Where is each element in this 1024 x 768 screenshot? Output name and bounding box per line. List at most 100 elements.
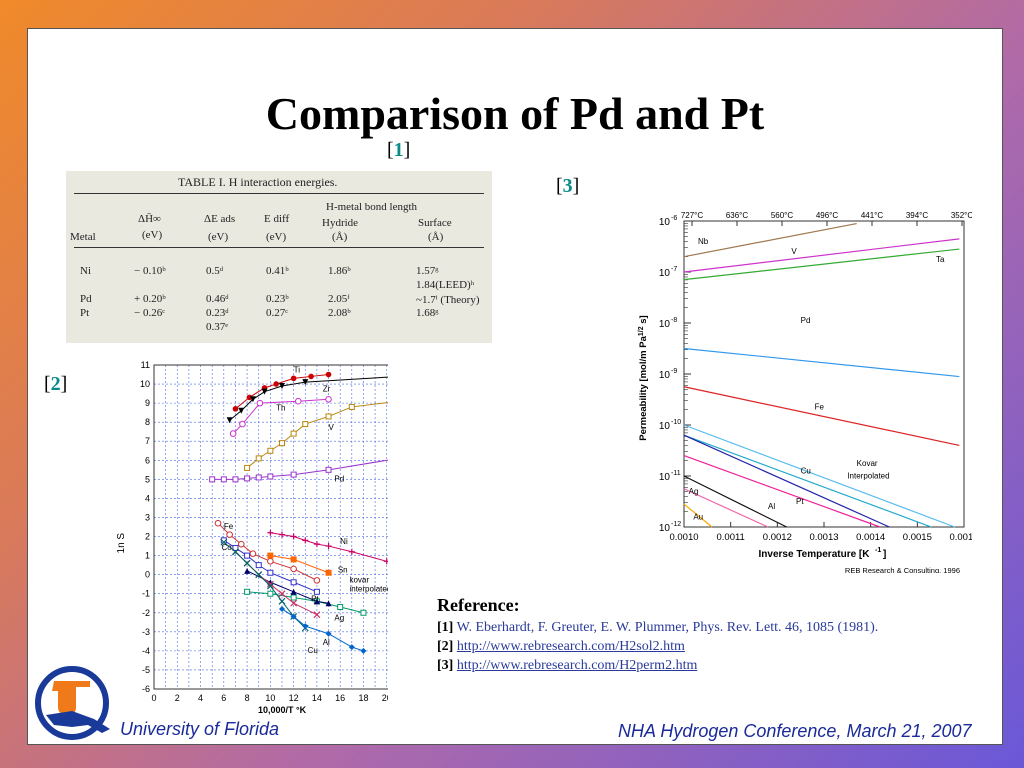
- table-col-dh-unit: (eV): [142, 229, 163, 241]
- series-line: [683, 238, 960, 273]
- data-point: [308, 373, 314, 380]
- table-col-ediff: E diff: [264, 213, 290, 225]
- y-tick-label: 10: [659, 523, 671, 534]
- y-axis-label: Permeability [mol/m Pa1/2 s]: [638, 315, 649, 440]
- table-col-eads-unit: (eV): [208, 231, 229, 243]
- series-line: [683, 248, 960, 281]
- data-point: [313, 611, 321, 619]
- data-point: [325, 569, 332, 576]
- x-tick-label: 6: [221, 693, 226, 703]
- top-tick-label: 352°C: [951, 211, 972, 220]
- series-line: [683, 434, 932, 528]
- table-cell-hydride: 2.08ᵇ: [328, 307, 351, 319]
- series-label: Al: [768, 502, 775, 511]
- data-point: [209, 476, 216, 483]
- data-point: [255, 562, 262, 569]
- table-col-surface-unit: (Å): [428, 231, 444, 243]
- series-line: [683, 455, 881, 528]
- data-point: [239, 420, 246, 428]
- x-tick-label: 0.0014: [856, 532, 885, 543]
- references-heading: Reference:: [437, 595, 520, 615]
- top-tick-label: 441°C: [861, 211, 884, 220]
- series-label: Pd: [334, 474, 344, 483]
- footer-left: University of Florida: [120, 719, 280, 739]
- table-cell-eads: 0.23ᵈ: [206, 307, 229, 319]
- data-point: [279, 531, 285, 538]
- data-point: [302, 421, 309, 428]
- x-tick-label: 0.0016: [949, 532, 972, 543]
- x-tick-label: 10: [265, 693, 275, 703]
- x-tick-label: 8: [245, 693, 250, 703]
- university-logo: [35, 666, 110, 740]
- reference-2-link[interactable]: http://www.rebresearch.com/H2sol2.htm: [456, 639, 685, 654]
- series-label: Ti: [294, 366, 301, 375]
- series-line: [246, 400, 399, 469]
- data-point: [256, 399, 264, 407]
- y-tick-label: 0: [145, 570, 150, 580]
- data-point: [278, 597, 286, 605]
- y-tick-exponent: -6: [671, 215, 677, 222]
- data-point: [325, 543, 332, 550]
- data-point: [244, 567, 251, 574]
- data-point: [238, 407, 245, 414]
- data-point: [232, 406, 239, 412]
- x-tick-label: 2: [175, 693, 180, 703]
- citation-3: [3]: [556, 175, 580, 197]
- reference-2[interactable]: [2] http://www.rebresearch.com/H2sol2.ht…: [437, 639, 685, 654]
- y-tick-label: 10: [659, 370, 671, 381]
- table-cell-dh: − 0.26ᶜ: [134, 307, 166, 319]
- y-tick-exponent: -9: [671, 368, 677, 375]
- x-axis-label-tail: ]: [883, 549, 886, 560]
- citation-1: [1]: [387, 139, 411, 161]
- data-point: [279, 440, 285, 447]
- series-label: Fe: [224, 522, 234, 531]
- series-label: Co: [221, 543, 232, 552]
- data-point: [229, 430, 237, 437]
- data-point: [232, 544, 239, 551]
- table-cell-eads: 0.5ᵈ: [206, 265, 224, 277]
- table-col-hydride: Hydride: [322, 217, 359, 229]
- series-line: [683, 503, 713, 528]
- series-label: V: [791, 247, 797, 256]
- y-tick-exponent: -10: [671, 419, 681, 426]
- series-label: Au: [693, 512, 703, 521]
- data-point: [267, 552, 274, 559]
- data-point: [266, 582, 274, 590]
- x-tick-label: 20: [382, 693, 388, 703]
- data-point: [266, 580, 274, 588]
- series-line: [683, 475, 787, 528]
- table-bond-header: H-metal bond length: [326, 201, 418, 213]
- table-cell-hydride: 2.05ᶠ: [328, 293, 350, 305]
- y-tick-label: 6: [145, 455, 150, 465]
- table-cell-surface: 1.68ᵍ: [416, 307, 439, 319]
- data-point: [383, 558, 390, 565]
- data-point: [244, 475, 251, 482]
- data-point: [290, 565, 297, 573]
- y-tick-label: -2: [142, 608, 150, 618]
- y-tick-label: 9: [145, 398, 150, 408]
- table-cell-dh: + 0.20ᵇ: [134, 293, 166, 305]
- series-label: Pd: [801, 316, 811, 325]
- reference-3[interactable]: [3] http://www.rebresearch.com/H2perm2.h…: [437, 658, 698, 673]
- data-point: [267, 529, 274, 536]
- series-label: Cu: [801, 466, 811, 475]
- data-point: [348, 644, 355, 651]
- x-tick-label: 14: [312, 693, 322, 703]
- data-point: [267, 558, 274, 565]
- y-tick-label: 10: [659, 319, 671, 330]
- x-tick-label: 16: [335, 693, 345, 703]
- data-point: [267, 473, 274, 480]
- data-point: [244, 588, 251, 595]
- series-label: interpolated: [349, 584, 388, 593]
- series-label: Sn: [338, 566, 348, 575]
- table-cell-surface: 1.57ᵍ: [416, 265, 439, 277]
- y-tick-exponent: -11: [671, 470, 681, 477]
- table-cell-metal: Ni: [80, 265, 91, 277]
- table-cell-ediff: 0.23ᵇ: [266, 293, 289, 305]
- data-point: [214, 519, 222, 527]
- data-point: [348, 548, 355, 555]
- reference-3-link[interactable]: http://www.rebresearch.com/H2perm2.htm: [456, 658, 698, 673]
- data-point: [279, 605, 285, 612]
- data-point: [278, 590, 286, 598]
- data-point: [325, 600, 332, 607]
